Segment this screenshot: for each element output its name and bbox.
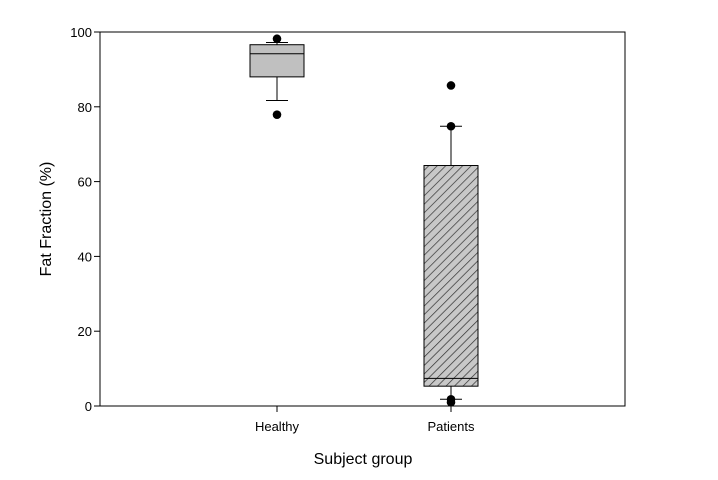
x-axis-ticks: Healthy Patients [255,406,475,434]
x-axis-label: Subject group [314,451,413,468]
y-axis-label: Fat Fraction (%) [38,162,55,277]
y-axis-ticks: 0 20 40 60 80 100 [70,25,100,414]
outlier-point [272,34,282,44]
iqr-box [249,44,305,78]
x-tick-label: Patients [428,419,475,434]
outlier-point [272,110,282,119]
y-tick-label: 80 [78,100,92,115]
plot-area-frame [99,31,626,407]
box-healthy [249,34,305,119]
y-tick-label: 20 [78,324,92,339]
x-tick-label: Healthy [255,419,300,434]
y-tick-label: 40 [78,249,92,264]
box-series [249,34,479,407]
outlier-point [446,121,456,131]
y-tick-label: 100 [70,25,92,40]
box-patients [423,81,479,407]
y-tick-label: 0 [85,399,92,414]
y-tick-label: 60 [78,175,92,190]
outlier-point [446,397,456,407]
iqr-box [423,165,479,387]
outlier-point [446,81,456,90]
